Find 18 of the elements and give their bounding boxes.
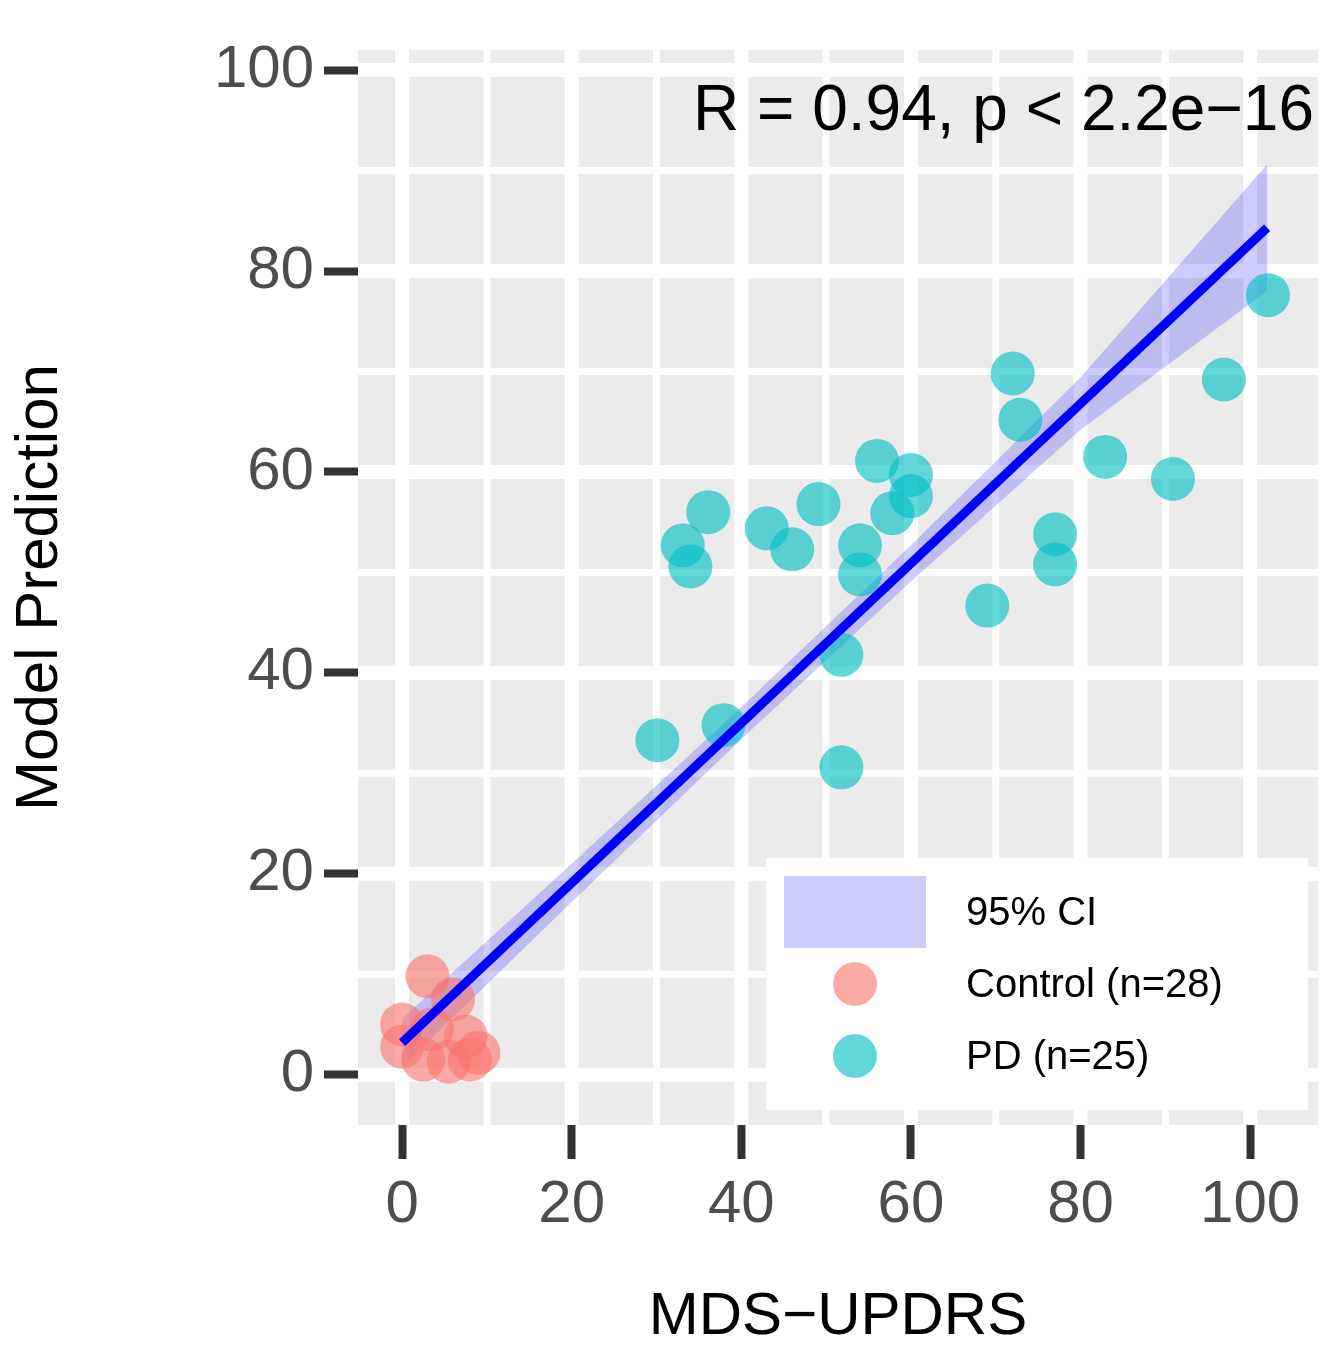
x-tick-label: 20 <box>538 1167 606 1235</box>
annotation: R = 0.94, p < 2.2e−16 <box>693 72 1314 144</box>
y-tick-label: 60 <box>247 434 314 502</box>
x-axis-title: MDS−UPDRS <box>648 1279 1028 1347</box>
x-tick-label: 80 <box>1047 1167 1114 1235</box>
legend-label: PD (n=25) <box>966 1033 1150 1078</box>
y-tick-label: 100 <box>213 32 314 100</box>
y-tick-label: 0 <box>280 1037 314 1105</box>
x-tick-label: 0 <box>385 1167 419 1235</box>
y-tick-label: 20 <box>247 836 314 904</box>
legend-label: Control (n=28) <box>966 961 1223 1006</box>
y-axis-title: Model Prediction <box>2 364 70 811</box>
y-tick-label: 80 <box>247 233 314 301</box>
y-tick-label: 40 <box>247 635 314 703</box>
x-tick-label: 40 <box>707 1167 775 1235</box>
x-tick-label: 100 <box>1200 1167 1301 1235</box>
x-tick-label: 60 <box>877 1167 945 1235</box>
legend-label: 95% CI <box>966 889 1098 934</box>
